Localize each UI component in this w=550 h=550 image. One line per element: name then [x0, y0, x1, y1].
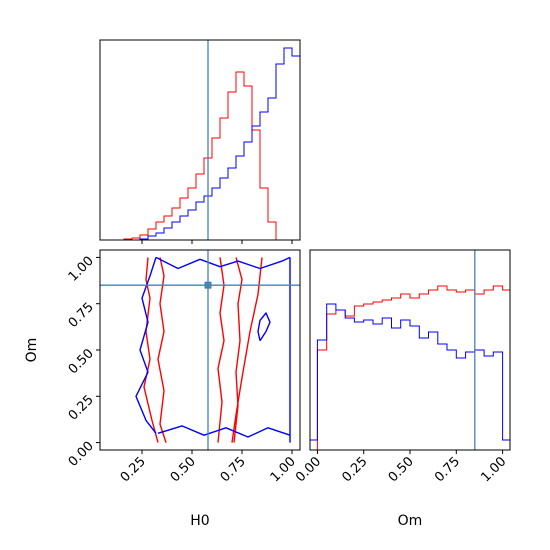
h0-histogram-series-1	[100, 47, 300, 240]
h0-x-tick-label: 0.75	[218, 454, 249, 485]
om-histogram-series-0	[310, 285, 510, 450]
om-histogram-series-1	[310, 303, 510, 450]
joint-truth-marker	[204, 281, 212, 289]
om-x-tick-label: 0.25	[339, 454, 370, 485]
om-y-tick-label: 0.25	[66, 393, 97, 424]
h0-om-contour-panel: 0.25 0.50 0.75 1.00 0.00 0.25 0.50 0.75 1.00	[66, 249, 301, 485]
om-y-tick-label: 0.75	[66, 300, 97, 331]
joint-frame	[99, 249, 301, 451]
om-x-tick-label: 0.00	[293, 454, 324, 485]
contour-series-0-path-0	[143, 257, 159, 443]
h0-histogram-series-0	[100, 71, 300, 240]
om-y-tick-label: 1.00	[66, 254, 97, 285]
om-x-tick-label: 0.75	[432, 454, 463, 485]
om-x-tick-label: 0.50	[386, 454, 417, 485]
h0-x-tick-label: 0.50	[168, 454, 199, 485]
h0-hist-frame	[99, 39, 301, 241]
om-marginal-histogram-panel: 0.00 0.25 0.50 0.75 1.00	[293, 249, 511, 485]
contour-series-1-path-2	[135, 257, 157, 434]
om-y-axis-label: Om	[24, 338, 40, 363]
contour-series-0-path-4	[231, 257, 263, 443]
om-y-tick-label: 0.50	[66, 346, 97, 377]
om-x-tick-label: 1.00	[478, 454, 509, 485]
h0-marginal-histogram-panel	[99, 39, 301, 244]
h0-x-tick-label: 0.25	[118, 454, 149, 485]
contour-series-1-path-0	[155, 256, 291, 270]
h0-x-tick-label: 1.00	[268, 454, 299, 485]
om-x-axis-label: Om	[398, 513, 423, 529]
contour-series-1-path-4	[257, 312, 271, 342]
h0-x-axis-label: H0	[190, 513, 209, 529]
contour-series-0-path-2	[157, 257, 167, 443]
om-y-tick-label: 0.00	[66, 439, 97, 470]
contour-series-1-path-1	[157, 425, 291, 438]
